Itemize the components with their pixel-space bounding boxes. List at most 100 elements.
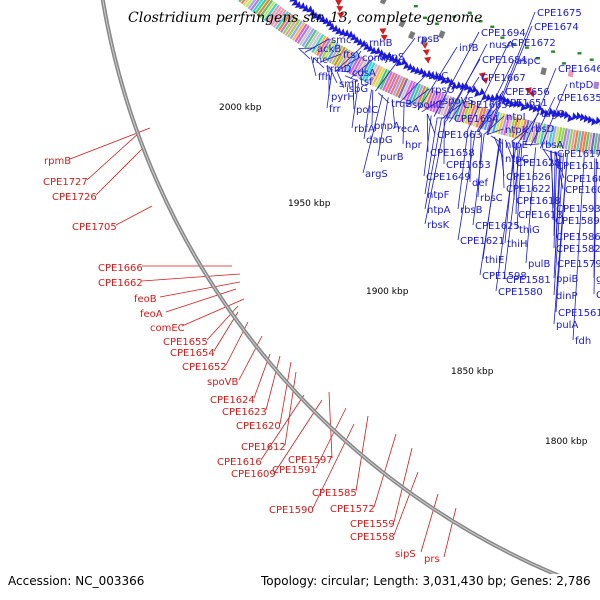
forward-gene-label: tagO <box>541 109 565 120</box>
cog-band-segment <box>371 66 383 87</box>
label-connector <box>312 423 355 509</box>
label-connector <box>352 79 355 110</box>
label-connector <box>551 150 554 221</box>
forward-gene-arrow <box>451 81 458 90</box>
forward-gene-arrow <box>560 110 566 119</box>
label-connector <box>477 101 502 133</box>
cog-band-segment <box>395 76 406 98</box>
forward-gene-arrow <box>289 0 296 2</box>
rna-feature-mark <box>512 43 517 46</box>
forward-gene-arrow <box>471 85 478 94</box>
reverse-gene-label: CPE1666 <box>98 263 143 274</box>
cog-band-segment <box>503 114 511 136</box>
kbp-tick-layer: 2000 kbp 1950 kbp 1900 kbp 1850 kbp 1800… <box>219 103 588 447</box>
label-connector <box>265 355 281 411</box>
cog-band-segment <box>321 39 334 59</box>
forward-gene-arrow <box>455 81 462 90</box>
forward-gene-label: CPE1665 <box>463 100 508 111</box>
forward-gene-label: CPE1628 <box>516 158 561 169</box>
label-connector <box>541 148 556 154</box>
forward-gene-label: CPE1656 <box>505 87 550 98</box>
label-connector <box>351 82 359 129</box>
cog-band-segment <box>426 90 437 111</box>
reverse-gene-label: feoA <box>140 309 163 320</box>
label-connector <box>487 25 533 135</box>
label-connector <box>334 70 351 73</box>
rna-feature-mark <box>535 57 540 60</box>
forward-gene-arrow <box>478 87 485 96</box>
cog-band-segment <box>397 78 409 99</box>
cog-band-segment <box>592 133 599 155</box>
forward-gene-arrow <box>508 99 515 108</box>
cog-band-segment <box>313 35 327 55</box>
label-connector <box>427 113 436 135</box>
cog-band-segment <box>249 0 260 12</box>
forward-gene-arrow <box>579 113 586 122</box>
forward-gene-arrow <box>339 28 346 36</box>
label-connector <box>503 143 521 280</box>
reverse-gene-label: CPE1727 <box>43 177 88 188</box>
forward-gene-label: CPE1664 <box>454 114 499 125</box>
reverse-gene-label: CPE1623 <box>222 407 267 418</box>
label-connector <box>501 138 505 189</box>
label-connector <box>484 115 505 135</box>
cog-band-segment <box>581 131 588 153</box>
forward-gene-arrow <box>374 47 381 55</box>
cog-band-segment <box>514 117 522 139</box>
cog-band-segment <box>351 56 364 76</box>
forward-gene-label: rbsC <box>480 193 503 204</box>
cog-band-segment <box>492 111 500 133</box>
label-connector <box>417 46 458 111</box>
forward-gene-label: CPE1580 <box>498 287 543 298</box>
cog-band-segment <box>461 102 471 124</box>
reverse-gene-arrow <box>424 56 432 64</box>
reverse-gene-label: CPE1624 <box>210 395 255 406</box>
cog-band-segment <box>578 131 585 153</box>
forward-gene-label: ntpK <box>505 125 529 136</box>
cog-band-segment <box>272 9 287 28</box>
label-connector <box>477 132 483 198</box>
label-connector <box>530 96 556 147</box>
label-connector <box>335 41 368 72</box>
forward-gene-label: recA <box>397 124 420 135</box>
forward-gene-label: ntpF <box>427 190 450 201</box>
label-connector <box>525 147 536 264</box>
kbp-tick-mark <box>385 53 391 64</box>
reverse-gene-arrow <box>380 34 388 42</box>
label-connector <box>515 143 519 215</box>
cog-band-segment <box>453 99 463 121</box>
forward-gene-label: nusA <box>489 40 514 51</box>
label-connector <box>516 144 523 230</box>
label-connector <box>490 135 504 145</box>
label-connector <box>304 38 330 53</box>
cog-band-segment <box>363 62 376 83</box>
cog-band-segment <box>442 95 453 117</box>
label-connector <box>165 288 237 313</box>
forward-gene-arrow <box>437 73 444 82</box>
forward-gene-label: spoIIIE <box>412 100 445 111</box>
forward-gene-label: fdh <box>575 336 591 347</box>
forward-gene-label: ntpE <box>505 140 528 151</box>
label-connector <box>457 131 476 241</box>
label-connector <box>299 48 311 60</box>
forward-gene-label: CPE1561 <box>558 308 600 319</box>
forward-gene-label: CPE1593 <box>556 204 600 215</box>
forward-gene-arrow <box>548 107 554 116</box>
label-connector <box>363 89 372 140</box>
kbp-tick-label: 1900 kbp <box>366 287 409 297</box>
reverse-gene-arrow <box>336 6 344 13</box>
forward-gene-arrow <box>366 44 374 52</box>
cog-band-segment <box>434 93 445 114</box>
forward-gene-arrow <box>474 89 481 98</box>
forward-gene-arrow <box>463 83 470 91</box>
cog-band-segment <box>374 67 386 88</box>
forward-gene-label: ackB <box>317 44 341 55</box>
misc-feature-block <box>540 67 547 76</box>
label-connector <box>553 153 568 325</box>
forward-gene-label: CPE1589 <box>555 216 600 227</box>
reverse-gene-arrow <box>478 72 486 79</box>
label-connector <box>572 156 585 341</box>
label-connector <box>181 298 245 327</box>
cog-band-segment <box>437 94 448 115</box>
forward-gene-label: CPE1684 <box>482 55 527 66</box>
